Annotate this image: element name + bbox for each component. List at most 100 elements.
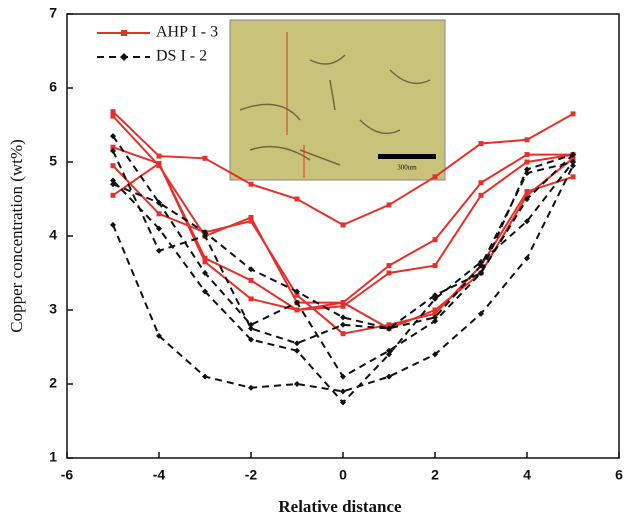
series-line bbox=[112, 165, 574, 393]
y-tick-label: 1 bbox=[49, 449, 57, 465]
marker bbox=[478, 180, 484, 186]
marker bbox=[570, 162, 576, 169]
marker bbox=[202, 259, 208, 265]
x-tick-label: -4 bbox=[153, 467, 166, 483]
marker bbox=[294, 307, 300, 313]
y-tick-label: 7 bbox=[49, 5, 57, 21]
marker bbox=[386, 351, 392, 358]
marker bbox=[386, 347, 392, 354]
marker bbox=[202, 288, 208, 295]
marker bbox=[248, 215, 254, 220]
marker bbox=[432, 311, 438, 317]
legend-label: AHP I - 3 bbox=[156, 24, 218, 41]
x-tick-label: 6 bbox=[615, 467, 623, 483]
legend-marker bbox=[120, 53, 128, 61]
marker bbox=[340, 388, 346, 395]
marker bbox=[294, 381, 300, 387]
marker bbox=[110, 109, 116, 115]
marker bbox=[432, 237, 438, 243]
marker bbox=[478, 270, 484, 276]
marker bbox=[386, 202, 392, 208]
marker bbox=[248, 181, 254, 187]
marker bbox=[432, 174, 438, 180]
marker bbox=[478, 258, 484, 265]
marker bbox=[570, 151, 576, 158]
marker bbox=[386, 373, 392, 380]
marker bbox=[110, 221, 116, 228]
marker bbox=[202, 255, 208, 261]
marker bbox=[340, 314, 346, 321]
marker bbox=[524, 189, 530, 195]
marker bbox=[432, 314, 438, 321]
series-line bbox=[112, 150, 574, 345]
x-tick-label: -2 bbox=[245, 467, 258, 483]
y-axis-label: Copper concentration (wt%) bbox=[7, 139, 26, 333]
y-tick-label: 5 bbox=[49, 153, 57, 169]
y-tick-label: 6 bbox=[49, 79, 57, 95]
marker bbox=[340, 303, 346, 309]
marker bbox=[524, 152, 530, 158]
grain-boundaries bbox=[239, 54, 431, 166]
marker bbox=[156, 332, 162, 339]
x-axis-label: Relative distance bbox=[278, 497, 402, 516]
marker bbox=[248, 321, 254, 328]
marker bbox=[386, 263, 392, 269]
marker bbox=[524, 170, 530, 177]
marker bbox=[478, 141, 484, 146]
inset-image: 300um bbox=[229, 19, 446, 181]
marker bbox=[156, 160, 162, 166]
legend-label: DS I - 2 bbox=[156, 48, 207, 65]
marker bbox=[524, 255, 530, 262]
marker bbox=[110, 113, 116, 119]
marker bbox=[432, 295, 438, 302]
marker bbox=[248, 296, 254, 302]
marker bbox=[386, 325, 392, 332]
marker bbox=[432, 263, 438, 269]
marker bbox=[386, 322, 392, 328]
y-tick-label: 2 bbox=[49, 375, 57, 391]
marker bbox=[524, 192, 530, 198]
marker bbox=[570, 174, 576, 180]
marker bbox=[202, 373, 208, 380]
marker bbox=[110, 163, 116, 169]
marker bbox=[478, 192, 484, 198]
x-tick-label: 2 bbox=[431, 467, 439, 483]
scale-label: 300um bbox=[397, 164, 417, 172]
series-line bbox=[112, 161, 574, 404]
marker bbox=[248, 325, 254, 332]
micrograph bbox=[229, 19, 446, 181]
marker bbox=[294, 288, 300, 295]
marker bbox=[340, 222, 346, 228]
marker bbox=[524, 137, 530, 143]
marker bbox=[432, 318, 438, 325]
marker bbox=[478, 310, 484, 317]
marker bbox=[570, 111, 576, 117]
marker bbox=[294, 340, 300, 347]
marker bbox=[248, 266, 254, 273]
marker bbox=[156, 199, 162, 206]
marker bbox=[156, 247, 162, 254]
marker bbox=[340, 300, 346, 306]
marker bbox=[386, 270, 392, 276]
marker bbox=[110, 192, 116, 198]
y-tick-label: 3 bbox=[49, 301, 57, 317]
marker bbox=[248, 384, 254, 391]
marker bbox=[156, 153, 162, 159]
marker bbox=[110, 133, 116, 140]
y-tick-label: 4 bbox=[49, 227, 57, 243]
marker bbox=[156, 211, 162, 217]
x-tick-label: -6 bbox=[61, 467, 74, 483]
scale-bar bbox=[378, 154, 436, 159]
marker bbox=[524, 196, 530, 202]
marker bbox=[248, 277, 254, 283]
marker bbox=[110, 147, 116, 154]
marker bbox=[202, 233, 208, 239]
marker bbox=[156, 225, 162, 232]
marker bbox=[248, 218, 254, 224]
x-tick-label: 4 bbox=[523, 467, 531, 483]
marker bbox=[294, 299, 300, 306]
legend-marker bbox=[121, 30, 127, 36]
marker bbox=[570, 159, 576, 165]
series-line bbox=[112, 153, 574, 378]
